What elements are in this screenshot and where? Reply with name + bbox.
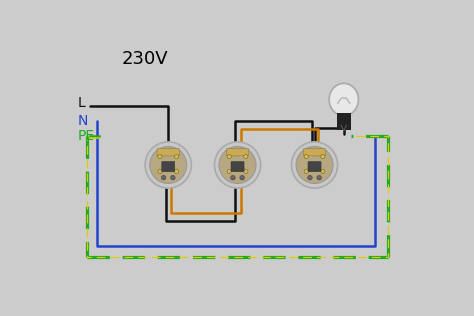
Circle shape [161,175,166,180]
FancyBboxPatch shape [162,161,175,172]
Circle shape [145,142,191,188]
Circle shape [150,147,187,184]
Text: 230V: 230V [122,51,169,69]
Ellipse shape [329,83,358,116]
Circle shape [321,155,325,159]
FancyBboxPatch shape [157,149,179,156]
Circle shape [174,169,179,173]
Circle shape [244,169,248,173]
FancyBboxPatch shape [231,161,244,172]
Circle shape [244,155,248,159]
Circle shape [227,169,231,173]
Circle shape [158,155,162,159]
Circle shape [158,169,162,173]
Text: N: N [77,114,88,128]
Circle shape [171,175,175,180]
Circle shape [304,169,308,173]
Circle shape [308,175,312,180]
Text: PE: PE [77,130,94,143]
FancyBboxPatch shape [303,149,326,156]
Text: L: L [77,96,85,110]
Circle shape [174,155,179,159]
FancyBboxPatch shape [337,113,351,130]
FancyBboxPatch shape [308,161,321,172]
Circle shape [214,142,261,188]
Circle shape [292,142,337,188]
Circle shape [304,155,308,159]
Circle shape [227,155,231,159]
Circle shape [219,147,256,184]
Circle shape [231,175,235,180]
FancyBboxPatch shape [227,149,249,156]
Circle shape [321,169,325,173]
Circle shape [296,147,333,184]
Circle shape [240,175,245,180]
Circle shape [317,175,321,180]
